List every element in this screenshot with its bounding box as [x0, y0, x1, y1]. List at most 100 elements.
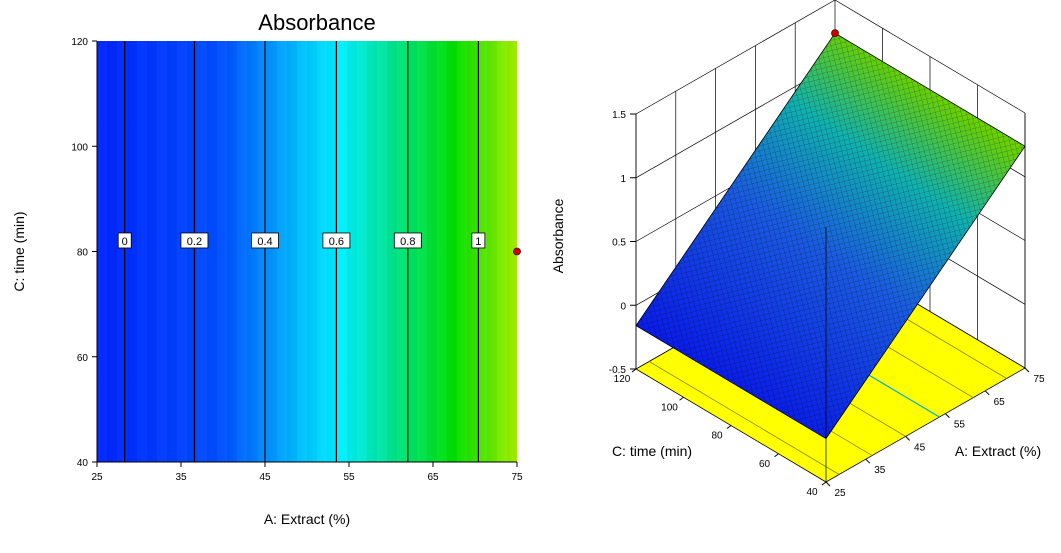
- surface-y-tick: [726, 425, 732, 429]
- surface-x-tick: [865, 458, 871, 464]
- contour-band: [167, 41, 177, 462]
- surface-x-tick: [1024, 367, 1030, 373]
- surface-x-tick: [984, 390, 990, 396]
- surface-x-tick-label: 55: [954, 420, 966, 431]
- surface-y-ticks: 40 60 80 100 120: [614, 368, 827, 498]
- surface-floor-contour: [648, 361, 840, 475]
- contour-band: [327, 41, 337, 462]
- contour-label: 0.8: [400, 236, 415, 248]
- surface-y-tick-label: 100: [661, 402, 678, 413]
- contour-label-box: [180, 232, 209, 249]
- contour-y-ticks: 40 60 80 100 120: [71, 37, 97, 469]
- contour-band: [457, 41, 467, 462]
- contour-band: [97, 41, 107, 462]
- surface-y-tick: [679, 396, 684, 401]
- contour-band: [147, 41, 157, 462]
- contour-band: [437, 41, 447, 462]
- contour-label: 1: [475, 236, 481, 248]
- contour-band: [397, 41, 407, 462]
- contour-band: [407, 41, 417, 462]
- contour-band: [197, 41, 207, 462]
- surface-x-tick-label: 45: [914, 442, 926, 453]
- contour-band: [427, 41, 437, 462]
- contour-design-points: [513, 247, 521, 256]
- contour-label: 0: [122, 236, 128, 248]
- surface-y-tick: [774, 453, 779, 458]
- contour-label-box: [393, 232, 422, 249]
- surface-plot: -0.5 0 0.5 1 1.5 25 35 45 55 65 75 40 60 80 100 120 A…: [550, 0, 1045, 499]
- contour-y-tick-label: 100: [71, 142, 88, 153]
- contour-band: [417, 41, 427, 462]
- surface-y-tick-label: 120: [614, 374, 631, 385]
- contour-x-ticks: 25 35 45 55 65 75: [91, 462, 523, 483]
- surface-y-axis-label: C: time (min): [612, 443, 692, 459]
- contour-label-box: [322, 232, 351, 249]
- contour-band: [317, 41, 327, 462]
- surface-z-tick-label: 1.5: [612, 110, 626, 121]
- contour-band: [307, 41, 317, 462]
- contour-band: [107, 41, 117, 462]
- surface-z-axis-label: Absorbance: [550, 198, 566, 273]
- contour-band: [377, 41, 387, 462]
- surface-y-tick-label: 80: [711, 431, 723, 442]
- contour-band: [187, 41, 197, 462]
- contour-band: [247, 41, 257, 462]
- contour-x-tick-label: 65: [427, 472, 439, 483]
- contour-band: [337, 41, 347, 462]
- contour-band: [217, 41, 227, 462]
- contour-band: [267, 41, 277, 462]
- surface-y-tick-label: 40: [806, 487, 818, 498]
- surface-z-tick-label: 0.5: [612, 238, 626, 249]
- contour-x-tick-label: 55: [343, 472, 355, 483]
- surface-x-axis-label: A: Extract (%): [955, 443, 1041, 459]
- surface-x-tick-label: 65: [994, 397, 1006, 408]
- surface-z-tick-label: 1: [620, 174, 626, 185]
- contour-label: 0.6: [329, 236, 344, 248]
- surface-z-tick-label: 0: [620, 301, 626, 312]
- contour-band: [347, 41, 357, 462]
- contour-label-box: [117, 232, 132, 249]
- contour-band: [297, 41, 307, 462]
- contour-x-tick-label: 25: [91, 472, 103, 483]
- contour-band: [387, 41, 397, 462]
- contour-y-tick-label: 60: [77, 353, 89, 364]
- contour-band: [497, 41, 507, 462]
- surface-x-tick: [905, 436, 910, 441]
- contour-label-box: [251, 232, 279, 249]
- contour-band: [467, 41, 477, 462]
- surface-design-point: [831, 29, 839, 38]
- contour-band: [287, 41, 297, 462]
- contour-y-axis-label: C: time (min): [11, 211, 27, 291]
- surface-z-ticks: -0.5 0 0.5 1 1.5: [609, 110, 636, 376]
- contour-band: [177, 41, 187, 462]
- contour-title: Absorbance: [258, 10, 375, 35]
- contour-y-tick-label: 80: [77, 248, 89, 259]
- contour-x-tick-label: 75: [511, 472, 523, 483]
- contour-plot-area: [97, 41, 517, 462]
- response-surface-mesh: [636, 33, 1025, 439]
- surface-x-tick: [825, 481, 831, 487]
- contour-label: 0.4: [257, 236, 272, 248]
- surface-x-tick: [945, 413, 950, 418]
- surface-y-tick: [821, 481, 827, 486]
- contour-label-box: [471, 232, 486, 249]
- surface-wall-gridline: [635, 0, 1026, 115]
- surface-x-ticks: 25 35 45 55 65 75: [825, 367, 1045, 499]
- contour-y-tick-label: 120: [71, 37, 88, 48]
- contour-lines: [96, 41, 517, 463]
- surface-y-tick: [631, 368, 637, 373]
- contour-band: [357, 41, 367, 462]
- contour-band: [157, 41, 167, 462]
- surface-x-tick-label: 75: [1033, 374, 1045, 385]
- contour-x-tick-label: 45: [259, 472, 271, 483]
- contour-band: [277, 41, 287, 462]
- contour-band: [207, 41, 217, 462]
- contour-band: [117, 41, 127, 462]
- contour-labels: 0 0.2 0.4 0.6 0.8 1: [117, 232, 486, 249]
- contour-band: [237, 41, 247, 462]
- contour-label: 0.2: [187, 236, 202, 248]
- contour-band: [137, 41, 147, 462]
- contour-design-point: [513, 247, 521, 256]
- contour-x-axis-label: A: Extract (%): [264, 511, 350, 527]
